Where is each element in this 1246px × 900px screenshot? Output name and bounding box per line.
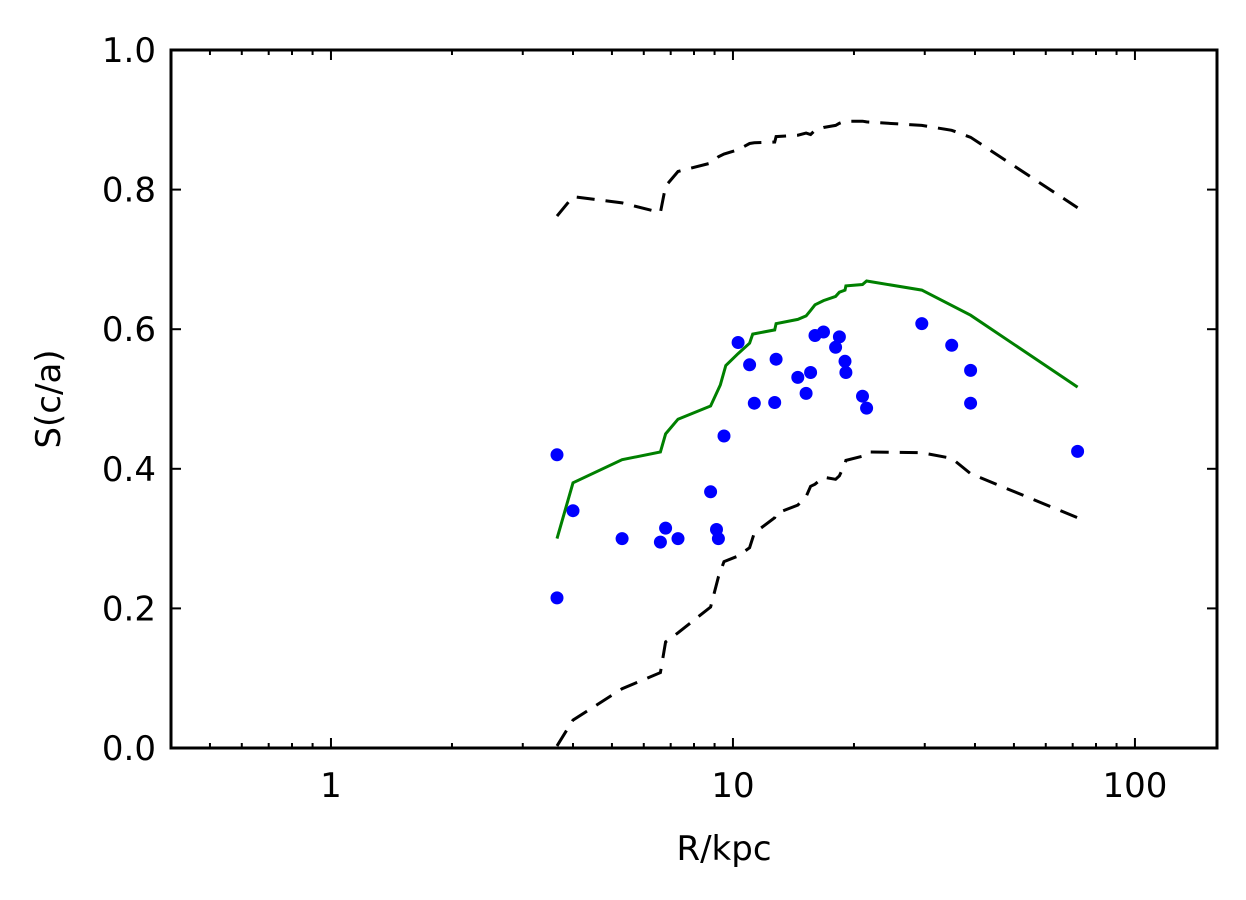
data-points — [550, 317, 1085, 605]
tick-labels: 1 10 100 0.0 0.2 0.4 0.6 0.8 1.0 — [102, 31, 1167, 806]
y-tick-label: 0.4 — [102, 450, 156, 490]
data-point — [832, 330, 846, 344]
y-axis-label: S(c/a) — [29, 349, 69, 448]
y-tick-label: 0.0 — [102, 729, 156, 769]
data-point — [671, 532, 685, 546]
data-point — [915, 317, 929, 331]
data-point — [743, 358, 757, 372]
data-point — [817, 325, 830, 339]
data-point — [747, 396, 761, 410]
y-tick-label: 0.8 — [102, 171, 156, 211]
dashed-bound-line-2 — [555, 450, 1079, 747]
data-point — [566, 504, 580, 518]
data-point — [717, 429, 731, 443]
data-point — [945, 338, 959, 352]
data-point — [550, 448, 564, 462]
x-axis-label: R/kpc — [676, 829, 771, 869]
data-point — [659, 521, 673, 535]
data-point — [964, 363, 978, 377]
data-point — [856, 389, 869, 403]
data-point — [860, 401, 874, 415]
data-point — [839, 366, 853, 379]
data-point — [829, 340, 843, 354]
data-point — [653, 535, 667, 549]
data-point — [1071, 444, 1085, 458]
x-tick-label: 100 — [1102, 766, 1167, 806]
data-point — [731, 336, 745, 349]
axis-ticks — [170, 49, 1217, 749]
dashed-bound-line-1 — [555, 119, 1079, 218]
data-point — [550, 591, 564, 605]
data-point — [838, 354, 852, 368]
data-point — [711, 532, 725, 546]
series-lines — [555, 119, 1079, 747]
x-tick-label: 1 — [320, 766, 342, 806]
y-tick-label: 0.6 — [102, 310, 156, 350]
data-point — [769, 352, 783, 366]
plot-frame — [169, 48, 1219, 750]
y-tick-label: 0.2 — [102, 589, 156, 629]
data-point — [791, 370, 805, 384]
data-point — [615, 532, 629, 546]
data-point — [964, 396, 978, 410]
x-tick-label: 10 — [711, 766, 754, 806]
data-point — [804, 366, 818, 379]
data-point — [799, 386, 813, 400]
y-tick-label: 1.0 — [102, 31, 156, 71]
median-line — [555, 279, 1079, 540]
data-point — [704, 485, 718, 499]
data-point — [768, 396, 782, 409]
